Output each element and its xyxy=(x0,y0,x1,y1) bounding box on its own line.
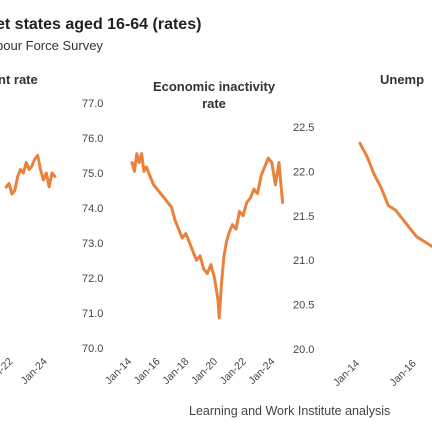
panel-1-ytick: 76.0 xyxy=(82,133,103,145)
panel-1-title: nt rate xyxy=(0,72,38,87)
panel-1-ytick: 71.0 xyxy=(82,308,103,320)
panel-2-ytick: 21.5 xyxy=(293,211,314,223)
panel-1-xtick: Jan-24 xyxy=(19,356,50,387)
source-note: Learning and Work Institute analysis xyxy=(189,404,391,418)
panel-3-title: Unemp xyxy=(380,72,424,87)
panel-2-xtick: Jan-18 xyxy=(160,356,191,387)
panel-1-ytick: 75.0 xyxy=(82,168,103,180)
panel-1-ytick: 77.0 xyxy=(82,98,103,110)
panel-1-xtick: Jan-22 xyxy=(0,356,16,387)
panel-3-xtick: Jan-14 xyxy=(331,358,362,389)
panel-1-ytick: 72.0 xyxy=(82,273,103,285)
panel-1-ytick: 70.0 xyxy=(82,343,103,355)
panel-2-ytick: 21.0 xyxy=(293,255,314,267)
panel-3-series-line xyxy=(358,141,432,249)
panel-2-xtick: Jan-16 xyxy=(132,356,163,387)
panel-2-ytick: 20.0 xyxy=(293,344,314,356)
figure-subtitle: bour Force Survey xyxy=(0,38,103,53)
panel-2-xtick: Jan-24 xyxy=(246,356,277,387)
panel-2-ytick: 20.5 xyxy=(293,300,314,312)
panel-2-ytick: 22.5 xyxy=(293,122,314,134)
panel-2-ytick: 22.0 xyxy=(293,166,314,178)
panel-3-xtick: Jan-16 xyxy=(388,358,419,389)
panel-2-title-line2: rate xyxy=(202,96,226,111)
panel-2-xtick: Jan-14 xyxy=(103,356,134,387)
panel-2-title: Economic inactivity xyxy=(153,79,276,94)
panel-1-ytick: 74.0 xyxy=(82,203,103,215)
panel-2-xtick: Jan-20 xyxy=(189,356,220,387)
panel-2-series-line xyxy=(130,152,285,320)
figure-title: et states aged 16-64 (rates) xyxy=(0,16,202,33)
panel-1-series-line xyxy=(4,154,57,196)
panel-2-xtick: Jan-22 xyxy=(218,356,249,387)
panel-1-ytick: 73.0 xyxy=(82,238,103,250)
